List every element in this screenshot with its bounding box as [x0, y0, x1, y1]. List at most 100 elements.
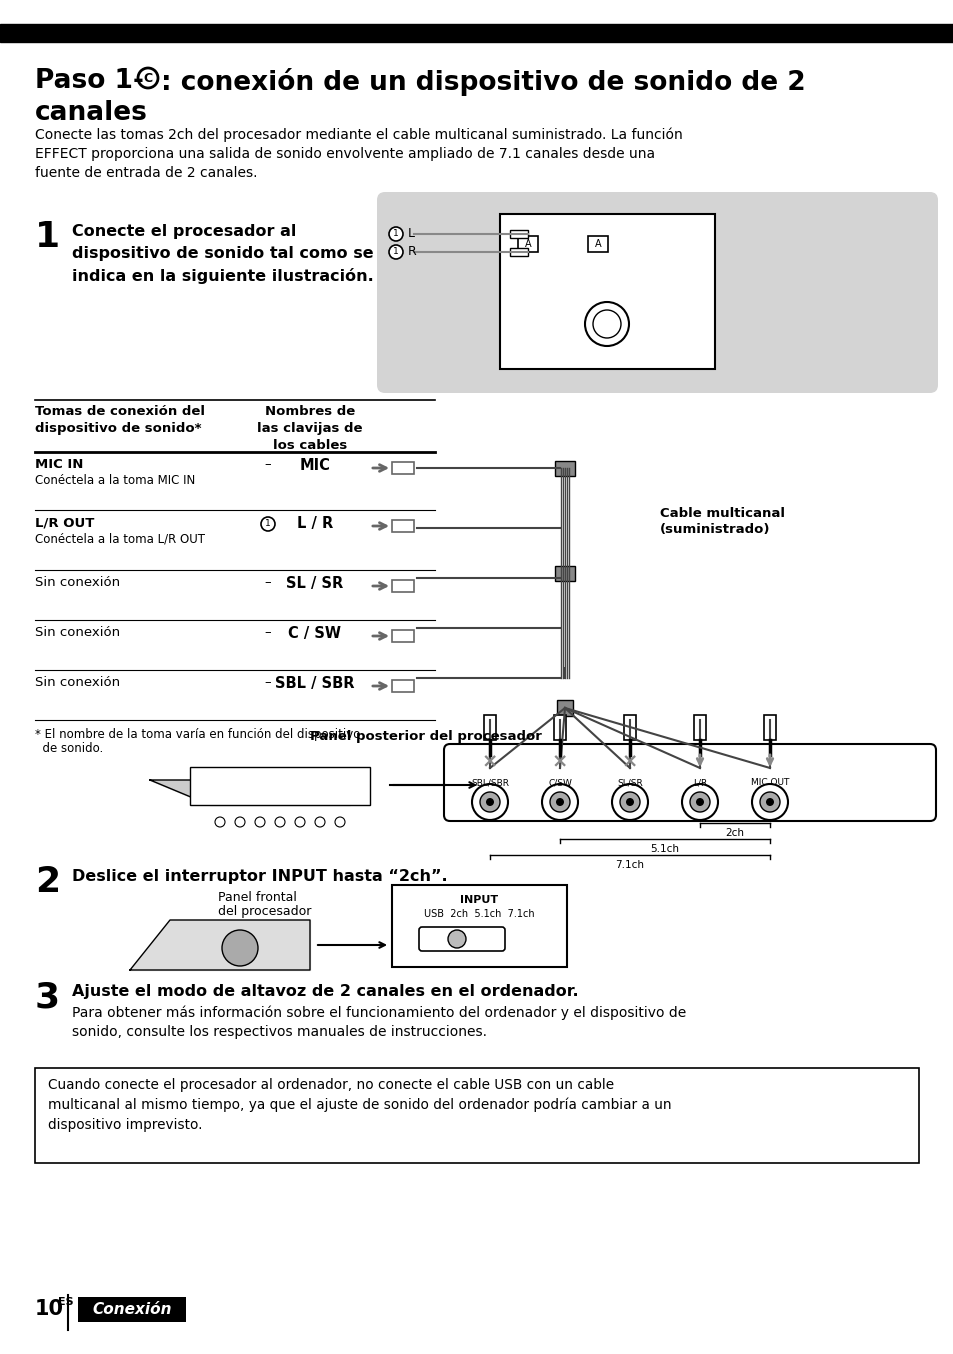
Circle shape: [619, 792, 639, 812]
Circle shape: [214, 816, 225, 827]
Circle shape: [696, 798, 703, 806]
Text: C/SW: C/SW: [547, 779, 572, 787]
Bar: [392, 462, 414, 474]
Text: Para obtener más información sobre el funcionamiento del ordenador y el disposit: Para obtener más información sobre el fu…: [71, 1006, 685, 1040]
Bar: [392, 630, 414, 642]
Circle shape: [541, 784, 578, 821]
Circle shape: [584, 302, 628, 347]
Circle shape: [689, 792, 709, 812]
Text: Sin conexión: Sin conexión: [35, 626, 120, 639]
Polygon shape: [130, 919, 310, 969]
Bar: [510, 248, 527, 256]
Bar: [555, 566, 575, 581]
Circle shape: [335, 816, 345, 827]
Circle shape: [254, 816, 265, 827]
Text: Cable multicanal: Cable multicanal: [659, 506, 784, 520]
Text: MIC IN: MIC IN: [35, 458, 83, 471]
Text: L/R OUT: L/R OUT: [35, 516, 94, 529]
Text: ×: ×: [551, 753, 568, 772]
Bar: [510, 230, 527, 238]
Text: 2ch: 2ch: [724, 829, 743, 838]
Polygon shape: [150, 780, 350, 806]
Text: canales: canales: [35, 100, 148, 126]
Text: A: A: [524, 240, 531, 249]
Text: C: C: [143, 72, 152, 84]
Circle shape: [472, 784, 507, 821]
Text: Paso 1-: Paso 1-: [35, 68, 144, 93]
Bar: [483, 715, 496, 741]
Text: : conexión de un dispositivo de sonido de 2: : conexión de un dispositivo de sonido d…: [161, 68, 804, 96]
Text: (suministrado): (suministrado): [659, 523, 770, 536]
Text: 1: 1: [393, 229, 398, 238]
Text: Conecte las tomas 2ch del procesador mediante el cable multicanal suministrado. : Conecte las tomas 2ch del procesador med…: [35, 129, 682, 180]
Circle shape: [556, 798, 563, 806]
Circle shape: [314, 816, 325, 827]
Text: * El nombre de la toma varía en función del dispositivo: * El nombre de la toma varía en función …: [35, 728, 360, 741]
Text: SBL/SBR: SBL/SBR: [471, 779, 509, 787]
Text: SL/SR: SL/SR: [617, 779, 642, 787]
Bar: [517, 236, 537, 252]
Circle shape: [625, 798, 634, 806]
Text: 3: 3: [35, 980, 60, 1014]
Text: Sin conexión: Sin conexión: [35, 575, 120, 589]
Circle shape: [765, 798, 773, 806]
Text: L / R: L / R: [296, 516, 333, 531]
FancyBboxPatch shape: [443, 743, 935, 821]
Circle shape: [234, 816, 245, 827]
Text: A: A: [594, 240, 600, 249]
Text: Ajuste el modo de altavoz de 2 canales en el ordenador.: Ajuste el modo de altavoz de 2 canales e…: [71, 984, 578, 999]
Bar: [557, 700, 573, 716]
Text: INPUT: INPUT: [460, 895, 498, 904]
FancyBboxPatch shape: [418, 927, 504, 951]
Text: 1: 1: [393, 248, 398, 256]
Bar: [0, 24, 953, 42]
Text: ×: ×: [621, 753, 638, 772]
Circle shape: [479, 792, 499, 812]
Text: Conéctela a la toma MIC IN: Conéctela a la toma MIC IN: [35, 474, 195, 487]
Circle shape: [294, 816, 305, 827]
FancyBboxPatch shape: [376, 192, 937, 393]
Text: ES: ES: [58, 1297, 73, 1307]
Bar: [554, 715, 565, 741]
Circle shape: [681, 784, 718, 821]
Circle shape: [612, 784, 647, 821]
Circle shape: [751, 784, 787, 821]
Bar: [78, 1297, 186, 1322]
Text: SL / SR: SL / SR: [286, 575, 343, 590]
Text: SBL / SBR: SBL / SBR: [275, 676, 355, 691]
Circle shape: [448, 930, 465, 948]
Bar: [392, 886, 566, 967]
Text: –: –: [264, 626, 271, 639]
Circle shape: [274, 816, 285, 827]
Text: del procesador: del procesador: [218, 904, 311, 918]
Text: 1: 1: [265, 520, 271, 528]
Text: –: –: [264, 676, 271, 689]
Text: Deslice el interruptor INPUT hasta “2ch”.: Deslice el interruptor INPUT hasta “2ch”…: [71, 869, 447, 884]
Text: MIC OUT: MIC OUT: [750, 779, 788, 787]
Bar: [392, 520, 414, 532]
Text: Conecte el procesador al
dispositivo de sonido tal como se
indica en la siguient: Conecte el procesador al dispositivo de …: [71, 223, 374, 284]
Text: de sonido.: de sonido.: [35, 742, 103, 756]
Text: L/R: L/R: [692, 779, 706, 787]
Text: 2: 2: [35, 865, 60, 899]
Text: Sin conexión: Sin conexión: [35, 676, 120, 689]
Circle shape: [222, 930, 257, 965]
Text: Panel posterior del procesador: Panel posterior del procesador: [310, 730, 541, 743]
Text: 1: 1: [35, 219, 60, 255]
Text: Nombres de
las clavijas de
los cables: Nombres de las clavijas de los cables: [257, 405, 362, 452]
Bar: [693, 715, 705, 741]
Circle shape: [389, 227, 402, 241]
Bar: [499, 214, 714, 370]
Circle shape: [261, 517, 274, 531]
Text: MIC: MIC: [299, 458, 330, 473]
Text: –: –: [264, 458, 271, 471]
Text: 7.1ch: 7.1ch: [615, 860, 644, 871]
Circle shape: [550, 792, 569, 812]
Circle shape: [760, 792, 780, 812]
Bar: [587, 236, 607, 252]
Text: Conexión: Conexión: [92, 1303, 172, 1317]
Bar: [623, 715, 636, 741]
Bar: [763, 715, 775, 741]
Text: Panel frontal: Panel frontal: [218, 891, 296, 904]
Text: 5.1ch: 5.1ch: [650, 844, 679, 854]
